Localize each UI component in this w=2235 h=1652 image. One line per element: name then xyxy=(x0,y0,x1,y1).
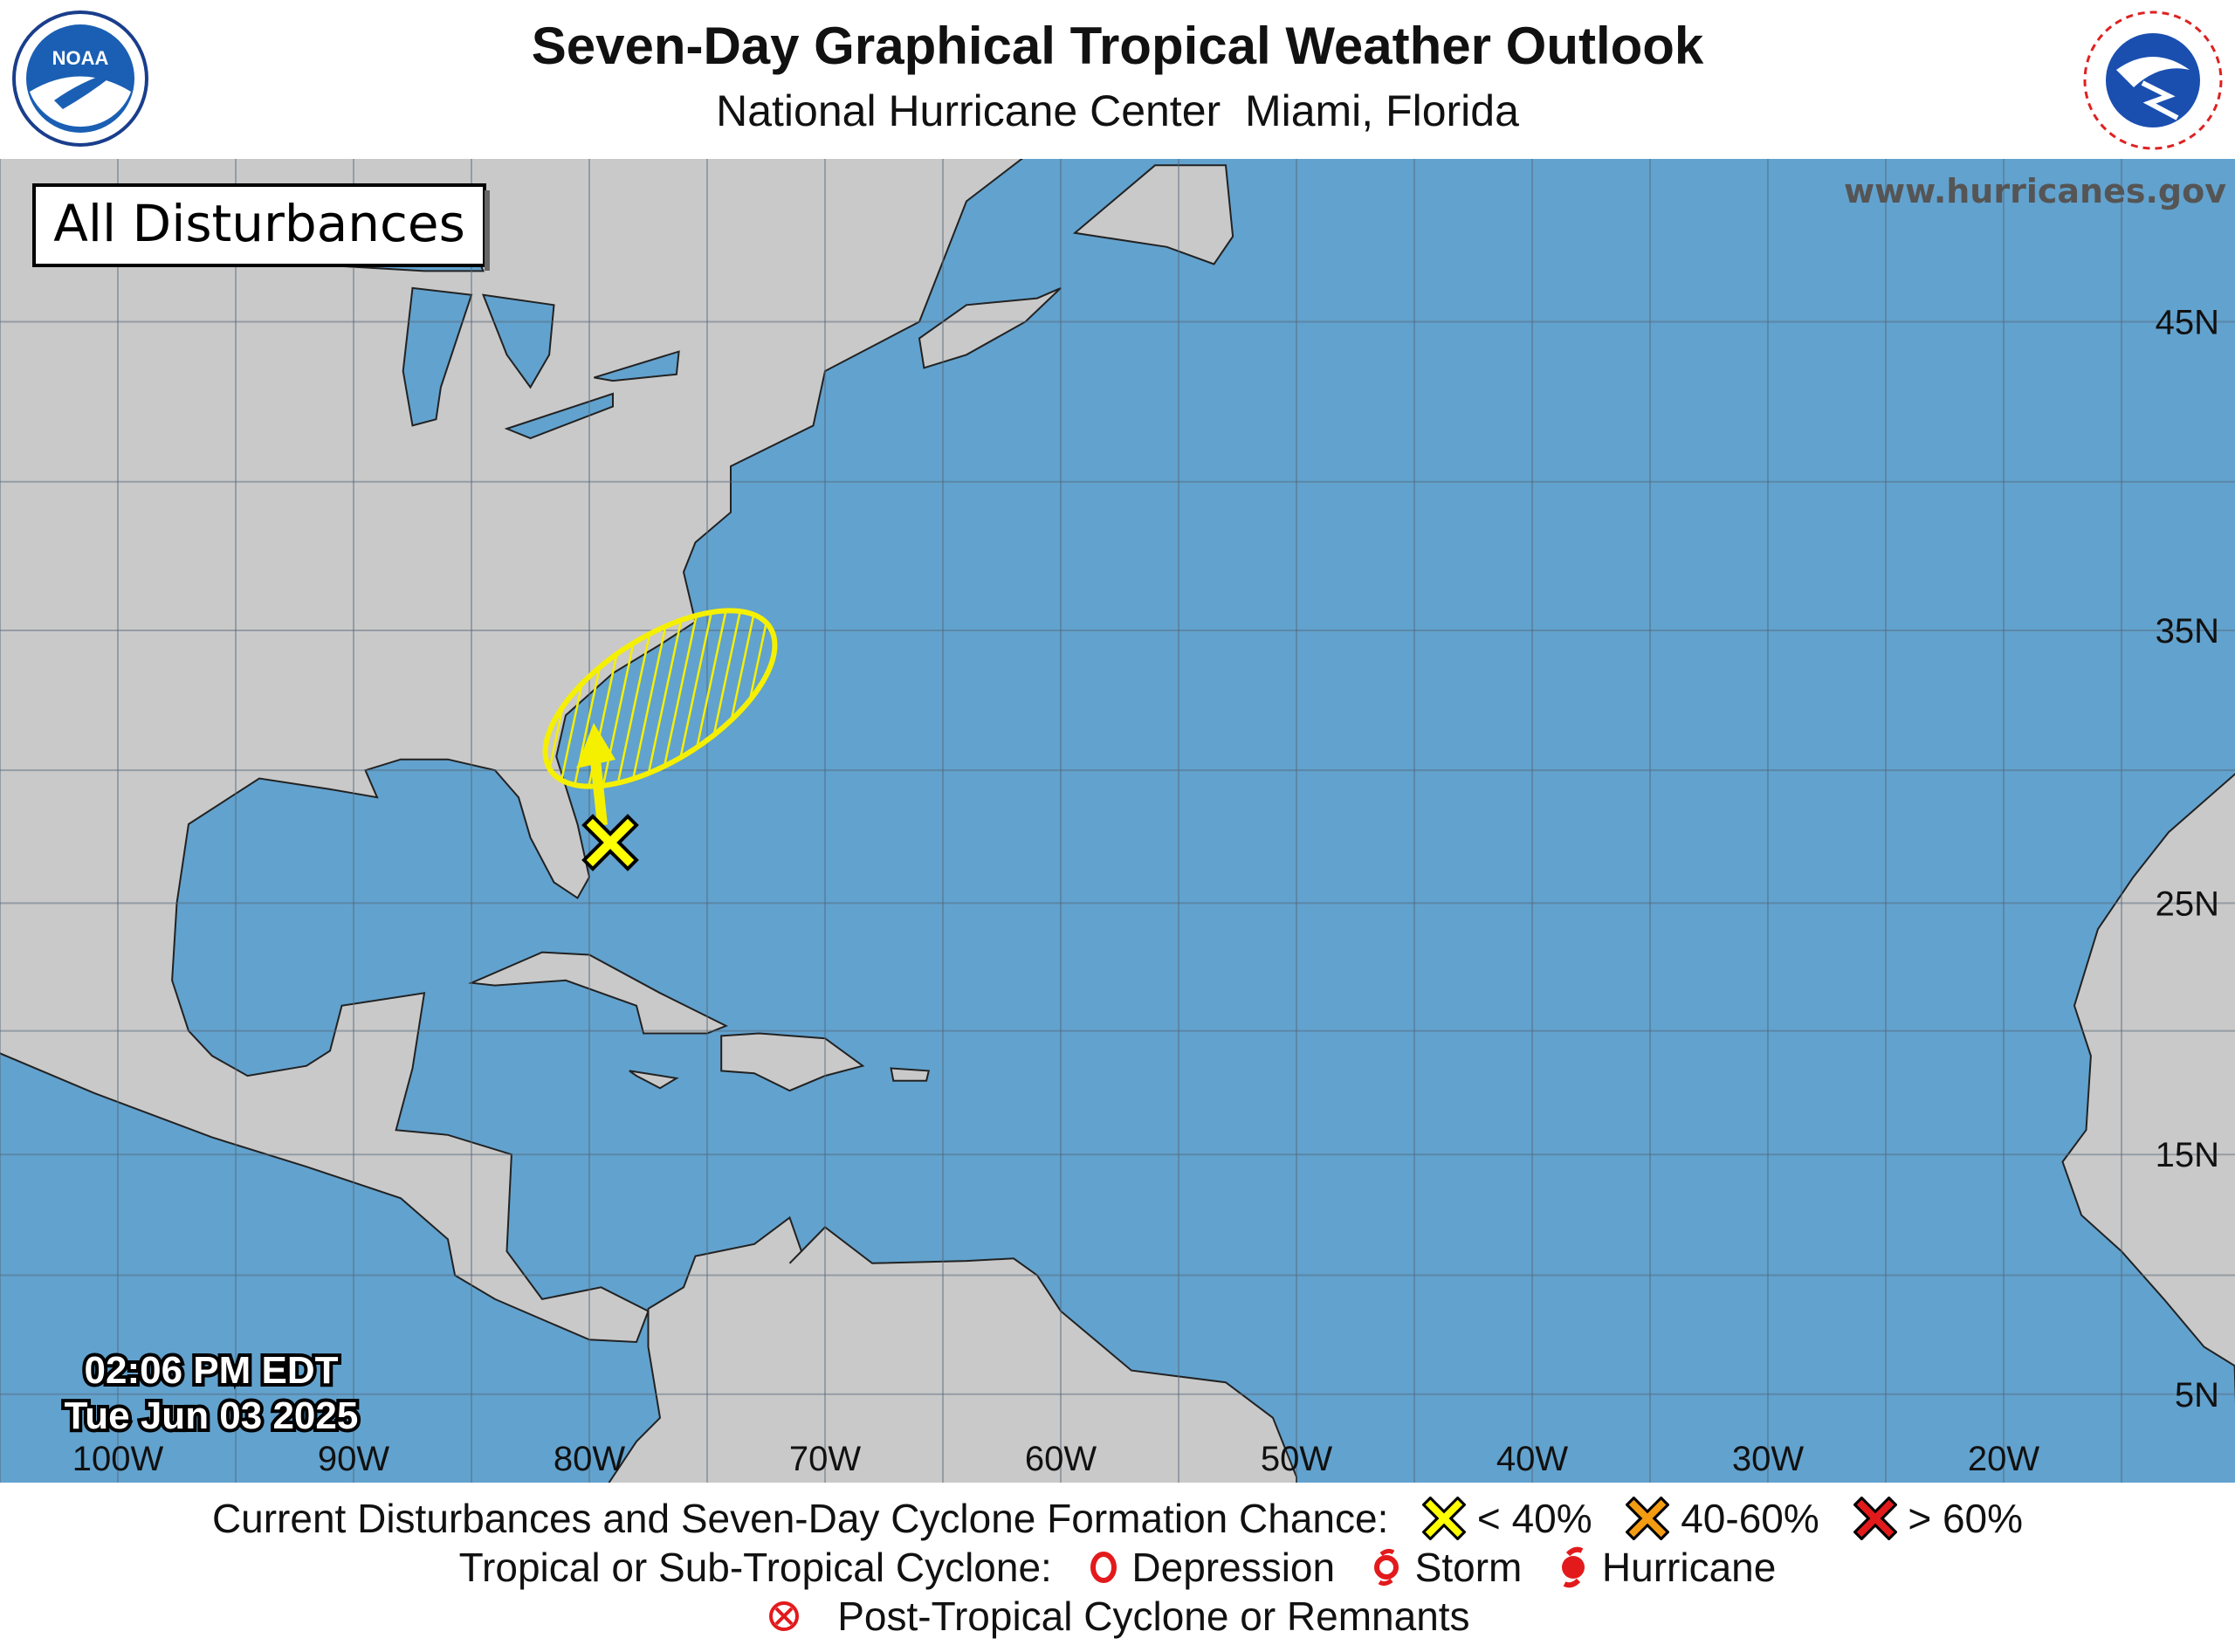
lon-label: 50W xyxy=(1261,1440,1332,1478)
hispaniola xyxy=(720,1032,865,1092)
timestamp-time: 02:06 PM EDT xyxy=(85,1349,339,1392)
africa xyxy=(2061,773,2235,1404)
panel-label-box: All Disturbances xyxy=(32,183,490,271)
outlook-map: All Disturbances www.hurricanes.gov 45N 3… xyxy=(0,159,2235,1483)
x-yellow-icon xyxy=(1421,1496,1467,1541)
legend-row-formation-chance: Current Disturbances and Seven-Day Cyclo… xyxy=(0,1491,2235,1542)
lat-label: 5N xyxy=(2175,1376,2219,1415)
lon-label: 40W xyxy=(1496,1440,1568,1478)
legend-row-cyclone: Tropical or Sub-Tropical Cyclone: Depres… xyxy=(0,1540,2235,1591)
jamaica xyxy=(629,1070,679,1090)
latitude-labels: 45N 35N 25N 15N 5N xyxy=(2156,303,2219,1414)
legend-storm: Storm xyxy=(1414,1544,1523,1590)
lat-lon-grid xyxy=(0,159,2235,1483)
legend-formation-label: Current Disturbances and Seven-Day Cyclo… xyxy=(211,1495,1389,1541)
timestamp: 02:06 PM EDT Tue Jun 03 2025 xyxy=(61,1346,362,1441)
x-red-icon xyxy=(1852,1496,1898,1541)
lake-erie xyxy=(504,392,614,439)
page-subtitle: National Hurricane Center Miami, Florida xyxy=(716,86,1519,135)
lat-label: 45N xyxy=(2156,303,2219,341)
legend-medium: 40-60% xyxy=(1681,1495,1819,1541)
legend-low: < 40% xyxy=(1476,1495,1592,1541)
newfoundland xyxy=(1072,164,1234,265)
timestamp-date: Tue Jun 03 2025 xyxy=(65,1394,359,1437)
legend-hurricane: Hurricane xyxy=(1601,1544,1777,1590)
lon-label: 100W xyxy=(72,1440,164,1478)
svg-text:NOAA: NOAA xyxy=(52,47,109,69)
legend: Current Disturbances and Seven-Day Cyclo… xyxy=(0,1483,2235,1652)
depression-icon xyxy=(1090,1551,1117,1583)
lake-michigan xyxy=(402,286,473,427)
disturbance-x-marker[interactable] xyxy=(581,814,639,871)
puerto-rico xyxy=(890,1067,931,1082)
lake-huron xyxy=(481,293,555,389)
lat-label: 15N xyxy=(2156,1136,2219,1174)
legend-post-tropical: Post-Tropical Cyclone or Remnants xyxy=(837,1593,1470,1639)
track-arrow xyxy=(576,723,615,826)
post-tropical-icon xyxy=(769,1600,800,1631)
legend-high: > 60% xyxy=(1908,1495,2024,1541)
lon-label: 70W xyxy=(789,1440,861,1478)
lon-label: 60W xyxy=(1025,1440,1097,1478)
south-america xyxy=(608,1215,1297,1483)
nws-logo xyxy=(2083,10,2223,150)
nova-scotia xyxy=(918,286,1062,369)
lon-label: 90W xyxy=(318,1440,389,1478)
lon-label: 80W xyxy=(554,1440,625,1478)
cuba xyxy=(468,951,729,1035)
north-america xyxy=(0,159,1023,1344)
legend-row-post-tropical: Post-Tropical Cyclone or Remnants xyxy=(0,1589,2235,1640)
storm-icon xyxy=(1373,1548,1399,1586)
noaa-logo: NOAA xyxy=(12,10,148,147)
legend-depression: Depression xyxy=(1131,1544,1336,1590)
legend-cyclone-label: Tropical or Sub-Tropical Cyclone: xyxy=(458,1544,1052,1590)
x-orange-icon xyxy=(1625,1496,1671,1541)
header: NOAA Seven-Day Graphical Tropical Weathe… xyxy=(0,0,2235,159)
longitude-labels: 100W 90W 80W 70W 60W 50W 40W 30W 20W xyxy=(72,1440,2040,1478)
lat-label: 35N xyxy=(2156,612,2219,650)
lon-label: 20W xyxy=(1968,1440,2039,1478)
hurricane-icon xyxy=(1562,1546,1585,1588)
website-label[interactable]: www.hurricanes.gov xyxy=(1844,172,2226,210)
page-title: Seven-Day Graphical Tropical Weather Out… xyxy=(531,17,1704,75)
lake-ontario xyxy=(594,350,680,382)
lon-label: 30W xyxy=(1732,1440,1804,1478)
lat-label: 25N xyxy=(2156,885,2219,923)
panel-label: All Disturbances xyxy=(53,194,465,253)
